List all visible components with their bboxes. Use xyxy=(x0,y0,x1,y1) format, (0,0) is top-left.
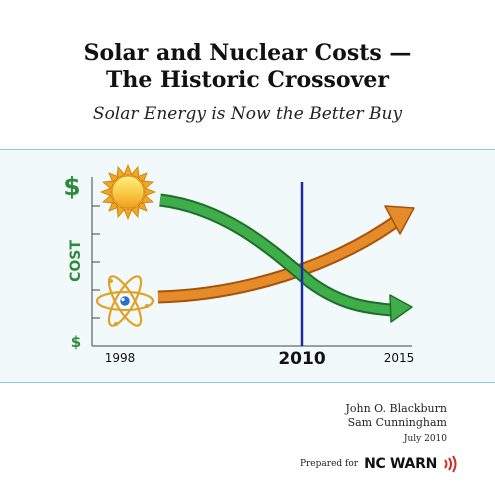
credits-block: John O. Blackburn Sam Cunningham July 20… xyxy=(345,402,447,446)
y-top-label: $ xyxy=(63,172,80,201)
y-bottom-label: $ xyxy=(71,333,81,351)
cost-crossover-chart: $ $ COST 1998 2010 2015 xyxy=(63,163,415,369)
title-line-1: Solar and Nuclear Costs — xyxy=(83,40,412,66)
organization-logo-text: NC WARN xyxy=(364,456,437,472)
chart-panel: $ $ COST 1998 2010 2015 xyxy=(0,149,495,383)
x-tick-label-1998: 1998 xyxy=(105,351,136,365)
solar-arrowhead xyxy=(389,294,413,323)
atom-icon xyxy=(95,275,155,327)
nuclear-arrowhead xyxy=(384,205,415,235)
nuclear-cost-curve-fill xyxy=(157,218,398,302)
y-axis-label: COST xyxy=(68,240,84,282)
document-title: Solar and Nuclear Costs — The Historic C… xyxy=(0,40,495,94)
title-line-2: The Historic Crossover xyxy=(106,67,389,93)
author-name: Sam Cunningham xyxy=(347,416,447,429)
prepared-for-label: Prepared for xyxy=(299,459,359,469)
publication-date: July 2010 xyxy=(403,434,447,444)
signal-waves-icon xyxy=(444,455,457,473)
prepared-for-line: Prepared for NC WARN xyxy=(300,455,457,473)
y-axis-ticks xyxy=(92,205,100,319)
x-tick-label-2010: 2010 xyxy=(278,349,325,369)
sun-icon xyxy=(99,163,157,221)
x-tick-label-2015: 2015 xyxy=(384,351,415,365)
document-subtitle: Solar Energy is Now the Better Buy xyxy=(92,104,403,124)
author-name: John O. Blackburn xyxy=(345,402,447,415)
